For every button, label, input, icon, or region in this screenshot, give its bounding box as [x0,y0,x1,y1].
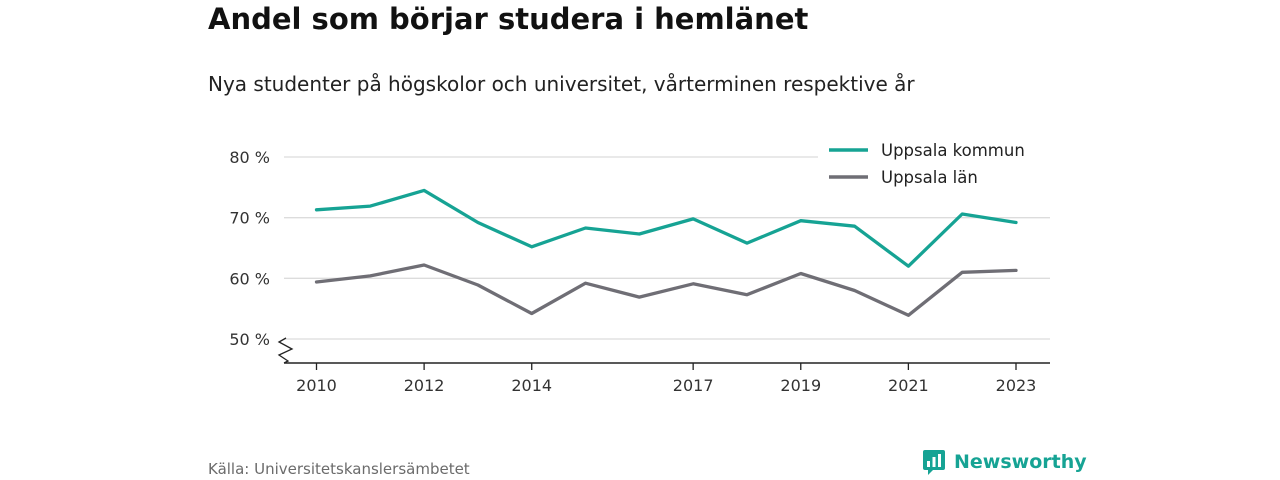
newsworthy-logo-icon [923,450,945,475]
x-tick-label: 2019 [780,376,821,395]
axis-break-icon [277,337,294,364]
x-tick-label: 2010 [296,376,337,395]
brand-name: Newsworthy [954,451,1087,473]
x-tick-label: 2012 [404,376,445,395]
legend: Uppsala kommun Uppsala län [818,136,1050,194]
chart-subtitle: Nya studenter på högskolor och universit… [208,72,915,96]
brand-logo: Newsworthy [922,449,1087,475]
axes: 50 % 60 % 70 % 80 % 2010 2012 2014 2017 2019 2021… [229,148,1050,395]
series-line [314,188,1018,268]
series-lines [314,188,1018,317]
x-tick-label: 2017 [673,376,714,395]
x-tick-label: 2023 [996,376,1037,395]
y-tick-label: 60 % [229,269,270,288]
series-line [314,263,1018,317]
source-note: Källa: Universitetskanslersämbetet [208,460,470,478]
y-tick-label: 70 % [229,209,270,228]
y-tick-label: 50 % [229,330,270,349]
legend-background [818,136,1050,194]
chart-title: Andel som börjar studera i hemlänet [208,2,809,36]
y-tick-label: 80 % [229,148,270,167]
x-tick-label: 2014 [511,376,552,395]
x-tick-label: 2021 [888,376,929,395]
legend-label: Uppsala län [881,168,978,187]
legend-label: Uppsala kommun [881,141,1025,160]
